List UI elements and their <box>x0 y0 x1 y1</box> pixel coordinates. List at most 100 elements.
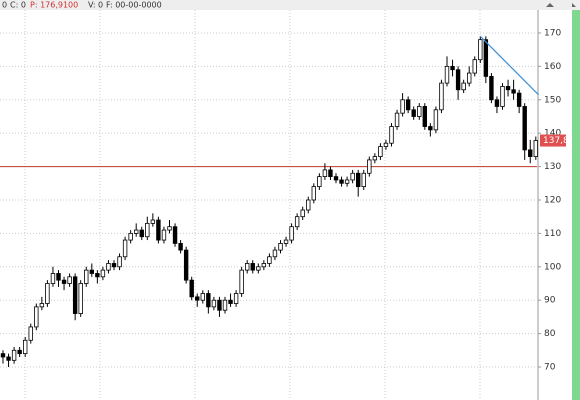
candle-body <box>67 276 72 284</box>
candle-body <box>411 109 416 117</box>
candle-body <box>317 176 322 188</box>
candle-body <box>511 89 516 94</box>
candle-body <box>494 99 500 107</box>
candle-body <box>211 299 217 308</box>
candle-body <box>261 263 267 268</box>
candle-body <box>233 293 239 304</box>
status-item: 0 <box>2 1 7 10</box>
candle-body <box>139 229 144 238</box>
status-item: P: 176,9100 <box>30 1 78 10</box>
candle-body <box>156 219 161 241</box>
candle-body <box>533 140 538 157</box>
scroll-up-button[interactable] <box>546 3 554 7</box>
candle-body <box>444 65 450 84</box>
candle-body <box>283 239 289 244</box>
candle-body <box>0 353 6 358</box>
candle-body <box>84 269 89 284</box>
candle-body <box>350 172 355 181</box>
price-label-box <box>540 134 566 147</box>
y-tick-label: 150 <box>544 95 561 105</box>
y-tick-label: 160 <box>544 62 561 72</box>
candle-body <box>267 256 272 264</box>
candle-body <box>244 263 250 271</box>
candle-body <box>161 229 167 241</box>
candle-body <box>478 39 483 61</box>
candle-body <box>505 86 511 91</box>
status-text: 0 C: 0 P: 176,9100 V: 0 F: 00-00-0000 <box>2 1 162 10</box>
candle-body <box>433 109 439 131</box>
candle-body <box>367 159 372 174</box>
y-tick-label: 70 <box>544 362 556 372</box>
candle-body <box>228 299 233 304</box>
status-item: C: 0 <box>10 1 26 10</box>
candle-body <box>422 106 427 127</box>
candle-body <box>34 306 39 328</box>
candle-body <box>489 76 494 101</box>
candle-body <box>256 266 261 271</box>
candle-body <box>145 222 150 238</box>
candle-body <box>39 303 45 308</box>
candle-body <box>45 283 50 304</box>
candle-body <box>328 169 333 178</box>
candle-body <box>439 82 444 111</box>
candle-body <box>450 65 455 71</box>
candle-body <box>311 186 316 201</box>
candle-body <box>339 179 344 184</box>
status-item: F: 00-00-0000 <box>106 1 162 10</box>
price-label: 137,8 <box>543 136 569 146</box>
candle-body <box>17 349 22 355</box>
status-item: V: 0 <box>88 1 103 10</box>
candle-body <box>500 86 505 107</box>
candle-body <box>222 299 228 311</box>
candle-body <box>466 72 472 84</box>
scroll-strip[interactable] <box>572 10 580 400</box>
candle-body <box>122 239 128 258</box>
candle-body <box>378 146 383 157</box>
candle-body <box>278 243 283 251</box>
candle-body <box>117 256 122 268</box>
candle-body <box>95 273 100 278</box>
candle-body <box>522 106 527 151</box>
candle-body <box>300 209 305 218</box>
candle-body <box>89 269 94 274</box>
candle-body <box>272 249 278 258</box>
candle-body <box>250 263 255 271</box>
candle-body <box>78 283 83 314</box>
candle-body <box>417 106 422 117</box>
candle-body <box>22 339 28 355</box>
candle-body <box>528 149 533 157</box>
candle-body <box>306 199 311 211</box>
candle-body <box>189 279 194 298</box>
candle-body <box>111 263 117 268</box>
candle-body <box>200 293 205 301</box>
candle-body <box>322 169 328 178</box>
candle-body <box>150 219 156 224</box>
candle-body <box>455 69 461 91</box>
candle-body <box>195 296 200 301</box>
candle-body <box>372 156 378 161</box>
candle-body <box>172 226 178 244</box>
y-tick-label: 100 <box>544 262 561 272</box>
candle-body <box>100 269 106 278</box>
candle-body <box>239 269 244 294</box>
candle-body <box>394 112 400 127</box>
candle-body <box>428 126 433 131</box>
candle-body <box>516 92 522 107</box>
candle-body <box>61 279 67 284</box>
v-grid <box>24 10 481 400</box>
candle-body <box>178 243 183 251</box>
y-tick-label: 80 <box>544 329 556 339</box>
scroll-right-button[interactable] <box>572 3 576 7</box>
y-tick-label: 170 <box>544 28 561 38</box>
candle-body <box>106 263 111 271</box>
candle-body <box>483 39 489 77</box>
candle-body <box>217 299 222 311</box>
candle-body <box>28 326 33 341</box>
candle-body <box>11 349 17 361</box>
candle-body <box>56 273 61 281</box>
candle-body <box>6 356 11 361</box>
candle-body <box>133 229 139 234</box>
candle-body <box>405 99 411 111</box>
